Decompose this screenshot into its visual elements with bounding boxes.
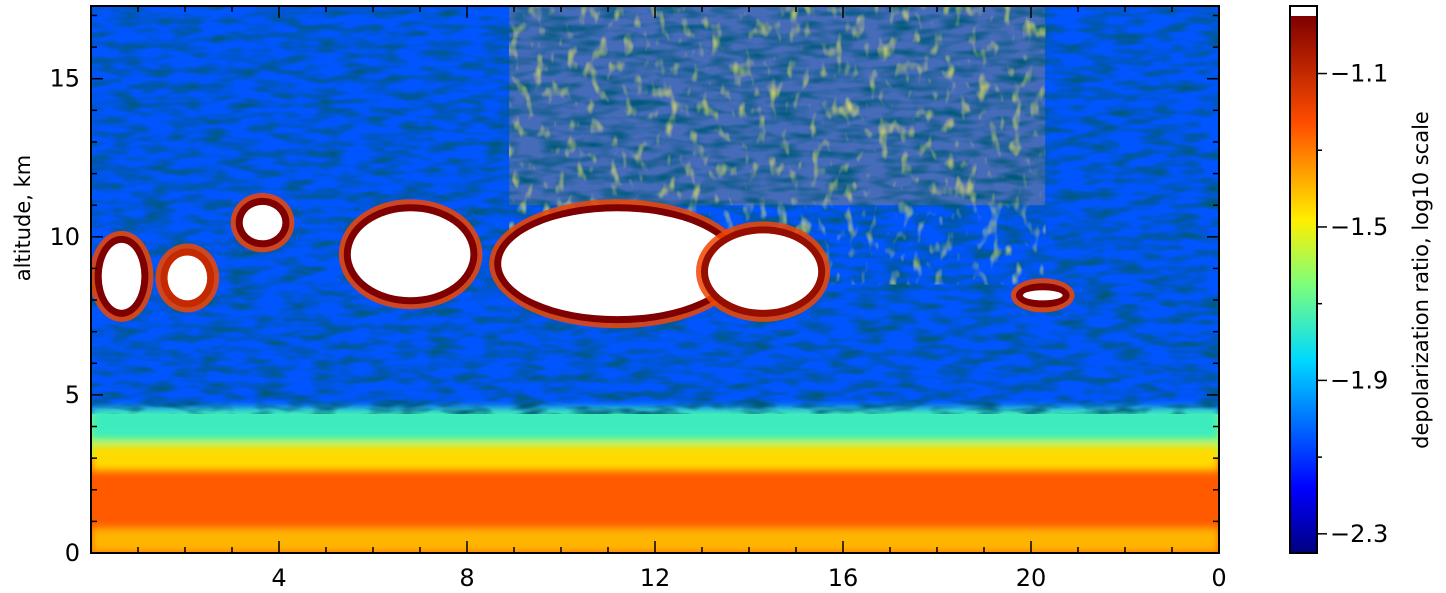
- cloud-core: [242, 204, 283, 241]
- cloud-core: [1022, 290, 1063, 301]
- x-tick-label: 16: [828, 564, 859, 592]
- colorbar-tick-label: −1.5: [1330, 213, 1388, 241]
- x-tick-label: 12: [640, 564, 671, 592]
- y-tick-label: 5: [65, 381, 80, 409]
- x-axis: 4 8 12 16 20 0: [271, 564, 1226, 592]
- colorbar-saturated-swatch: [1290, 6, 1317, 16]
- cloud-core: [101, 242, 142, 310]
- x-tick-label: 0: [1211, 564, 1226, 592]
- x-tick-label: 4: [271, 564, 286, 592]
- x-tick-label: 8: [459, 564, 474, 592]
- axis-ticks: [91, 6, 1219, 553]
- heatmap-layer: [91, 445, 1219, 471]
- colorbar-tick-label: −2.3: [1330, 520, 1388, 548]
- y-tick-label: 10: [49, 223, 80, 251]
- cloud-core: [350, 211, 471, 298]
- cloud-core: [167, 255, 208, 301]
- y-tick-label: 0: [65, 539, 80, 567]
- colorbar: −1.1 −1.5 −1.9 −2.3 depolarization ratio, l…: [1289, 5, 1433, 554]
- x-tick-label: 20: [1016, 564, 1047, 592]
- cloud-core: [501, 211, 734, 317]
- colorbar-tick-label: −1.1: [1330, 60, 1388, 88]
- colorbar-frame: [1289, 5, 1318, 554]
- colorbar-label: depolarization ratio, log10 scale: [1409, 111, 1433, 449]
- colorbar-gradient: [1290, 16, 1317, 553]
- cloud-core: [708, 233, 819, 310]
- heatmap-area: [91, 6, 1219, 553]
- y-axis: 0 5 10 15: [49, 65, 80, 567]
- colorbar-tick-label: −1.9: [1330, 366, 1388, 394]
- y-tick-label: 15: [49, 65, 80, 93]
- y-axis-label: altitude, km: [11, 155, 35, 282]
